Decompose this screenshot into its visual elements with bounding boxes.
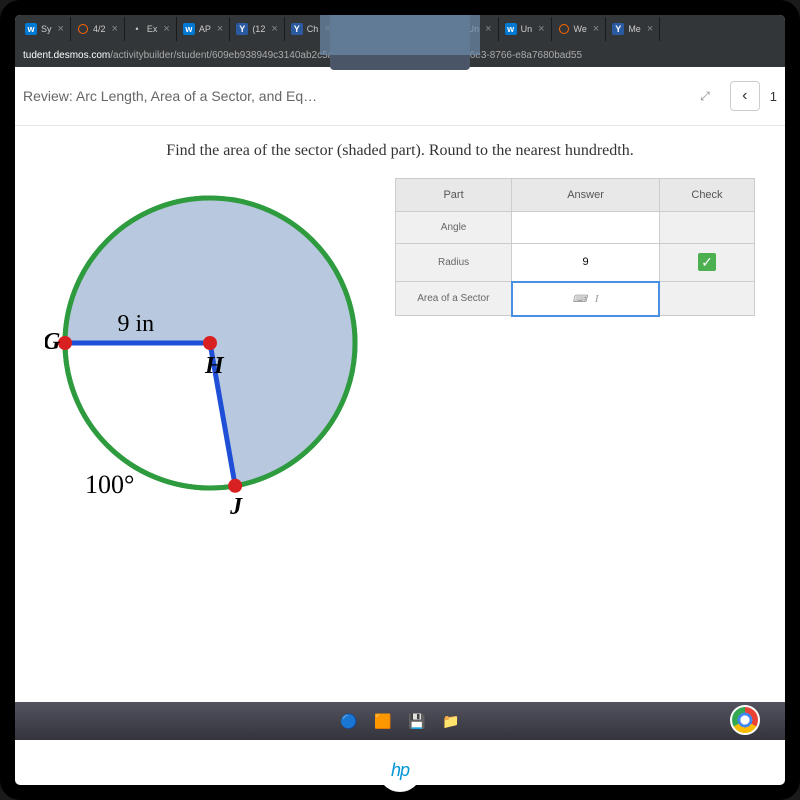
taskbar: 🔵🟧💾📁 <box>15 702 785 740</box>
browser-tab[interactable]: wUn× <box>499 17 552 41</box>
svg-text:H: H <box>204 353 225 379</box>
check-cell <box>659 282 754 316</box>
part-cell: Angle <box>396 212 512 244</box>
check-cell <box>659 212 754 244</box>
browser-tab[interactable]: wSy× <box>19 17 71 41</box>
nav-back-button[interactable]: ‹ <box>730 81 760 111</box>
url-domain: tudent.desmos.com <box>23 50 110 61</box>
browser-tab[interactable]: We× <box>552 17 607 41</box>
circle-diagram: G H J 9 in 100° <box>45 178 375 518</box>
answer-cell[interactable]: ⌨I <box>512 282 660 316</box>
browser-tab[interactable]: wAP× <box>177 17 230 41</box>
browser-tab[interactable]: YMe× <box>606 17 660 41</box>
table-row: Angle <box>396 212 755 244</box>
taskbar-app-icon[interactable]: 📁 <box>437 707 465 735</box>
hp-logo: hp <box>378 748 422 792</box>
answer-cell[interactable]: 9 <box>512 244 660 282</box>
taskbar-app-icon[interactable]: 🔵 <box>335 707 363 735</box>
table-row: Radius9✓ <box>396 244 755 282</box>
browser-tab[interactable]: •Ex× <box>125 17 177 41</box>
table-header: Check <box>659 179 754 212</box>
question-text: Find the area of the sector (shaded part… <box>45 142 755 160</box>
content-header: Review: Arc Length, Area of a Sector, an… <box>15 67 785 126</box>
svg-text:100°: 100° <box>85 470 134 499</box>
part-cell: Area of a Sector <box>396 282 512 316</box>
activity-title: Review: Arc Length, Area of a Sector, an… <box>23 88 700 104</box>
answer-table: PartAnswerCheck AngleRadius9✓Area of a S… <box>395 178 755 317</box>
svg-text:G: G <box>45 329 61 355</box>
page-number: 1 <box>770 89 777 104</box>
main-content: Find the area of the sector (shaded part… <box>15 126 785 534</box>
table-row: Area of a Sector⌨I <box>396 282 755 316</box>
table-header: Part <box>396 179 512 212</box>
taskbar-app-icon[interactable]: 🟧 <box>369 707 397 735</box>
svg-text:9 in: 9 in <box>118 311 155 337</box>
chrome-icon[interactable] <box>730 705 760 735</box>
laptop-screen: wSy×4/2×•Ex×wAP×Y(12×YCh×5/1×✓Ma×Un×wUn×… <box>0 0 800 800</box>
expand-icon[interactable]: ⤢ <box>700 89 710 104</box>
check-cell: ✓ <box>659 244 754 282</box>
part-cell: Radius <box>396 244 512 282</box>
tape <box>320 5 480 55</box>
browser-tab[interactable]: 4/2× <box>71 17 125 41</box>
answer-cell[interactable] <box>512 212 660 244</box>
taskbar-app-icon[interactable]: 💾 <box>403 707 431 735</box>
table-header: Answer <box>512 179 660 212</box>
svg-text:J: J <box>229 494 243 520</box>
browser-tab[interactable]: Y(12× <box>230 17 284 41</box>
